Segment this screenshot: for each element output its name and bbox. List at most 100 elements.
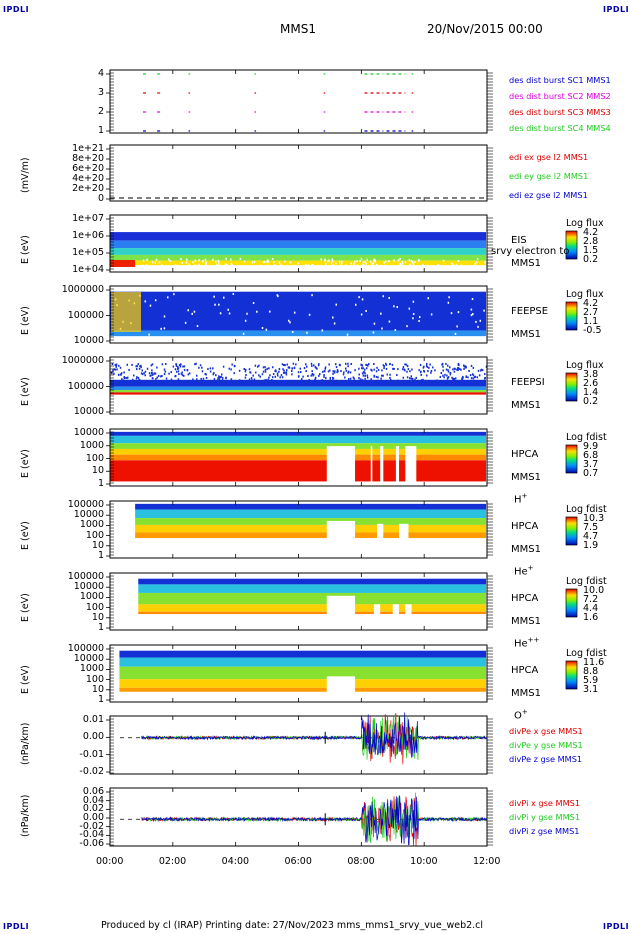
feepsi-speckle [150, 364, 153, 367]
feepsi-speckle [150, 371, 153, 374]
feepsi-speckle [125, 377, 128, 380]
eis-speckle [224, 263, 227, 266]
hpca_h-side-label: HPCA [511, 449, 539, 460]
burst-y-tick-label: 3 [97, 87, 104, 98]
feepsi-speckle [194, 363, 196, 366]
feepsi-speckle [402, 368, 404, 371]
hpca_h-colorbar [565, 444, 578, 474]
hpca_he1-y-tick-label: 10 [91, 539, 104, 551]
feepsi-speckle [255, 371, 257, 374]
eis-speckle [243, 260, 246, 263]
eis-speckle [253, 260, 256, 263]
eis-speckle [311, 264, 313, 267]
feepsi-speckle [139, 379, 141, 382]
feepsi-speckle [370, 378, 372, 381]
hpca_o-y-tick-label: 10 [91, 683, 104, 695]
feepsi-speckle [111, 363, 114, 366]
feepse-speckle [308, 313, 311, 316]
burst-y-tick-label: 2 [97, 106, 104, 117]
feepse-energy-band [110, 330, 486, 337]
eis-speckle [192, 261, 194, 264]
feepsi-speckle [445, 362, 447, 365]
feepsi-speckle [448, 366, 451, 369]
eis-speckle [418, 259, 420, 262]
feepsi-speckle [180, 372, 183, 375]
feepsi-y-tick-label: 100000 [67, 380, 104, 392]
feepsi-speckle [367, 364, 369, 367]
feepsi-speckle [467, 376, 469, 379]
hpca_h-y-tick-label: 10000 [73, 427, 104, 438]
feepsi-speckle [174, 368, 177, 371]
divpi-y-axis-label: (nPa/km) [20, 794, 31, 837]
feepsi-speckle [280, 374, 283, 377]
eis-colorbar-value: 1.5 [583, 245, 599, 256]
eis-speckle [198, 259, 200, 262]
feepsi-speckle [281, 376, 284, 379]
feepsi-speckle [123, 371, 125, 374]
feepse-speckle [483, 309, 485, 312]
eis-speckle [366, 258, 369, 261]
eis-speckle [399, 257, 401, 260]
x-tick-label: 08:00 [347, 856, 375, 867]
hpca_o-colorbar-title: Log fdist [566, 648, 607, 659]
feepsi-speckle [250, 377, 253, 380]
feepsi-speckle [258, 364, 260, 367]
feepsi-speckle [139, 365, 141, 368]
divpe-series-y [141, 712, 488, 760]
eis-speckle [155, 258, 158, 261]
eis-speckle [363, 264, 365, 267]
feepsi-speckle [305, 363, 307, 366]
feepse-speckle [228, 312, 231, 315]
feepsi-speckle [144, 370, 147, 373]
feepsi-speckle [160, 375, 162, 378]
hpca_he2-y-tick-label: 1000 [79, 591, 104, 603]
hpca_h-data-gap [380, 446, 384, 486]
feepsi-speckle [365, 363, 367, 366]
feepsi-speckle [361, 379, 364, 382]
feepsi-speckle [323, 370, 326, 373]
eis-speckle [271, 257, 274, 260]
feepsi-speckle [177, 378, 180, 381]
feepsi-speckle [444, 373, 446, 376]
feepse-speckle [191, 312, 193, 315]
feepsi-side-label: MMS1 [511, 400, 541, 411]
eis-speckle [356, 260, 358, 263]
feepsi-speckle [383, 365, 385, 368]
divpe-legend-entry: divPe x gse MMS1 [509, 726, 583, 736]
hpca_h-colorbar-value: 9.9 [583, 441, 599, 452]
feepsi-speckle [274, 369, 276, 372]
feepsi-speckle [366, 374, 369, 377]
feepsi-speckle [186, 369, 189, 372]
feepsi-speckle [418, 379, 420, 382]
hpca_h-colorbar-value: 6.8 [583, 450, 599, 461]
hpca_h-energy-band [110, 443, 486, 449]
feepsi-speckle [254, 364, 257, 367]
feepsi-speckle [347, 371, 349, 374]
feepsi-speckle [121, 378, 123, 381]
eis-speckle [457, 260, 460, 263]
feepsi-speckle [114, 368, 117, 371]
feepsi-speckle [371, 369, 373, 372]
eis-speckle [185, 258, 188, 261]
feepsi-speckle [465, 365, 467, 368]
divpi-series-z [141, 795, 488, 846]
feepse-speckle [477, 325, 479, 328]
eis-speckle [216, 263, 218, 266]
edi-frame [109, 144, 488, 202]
feepse-speckle [346, 333, 349, 336]
feepse-speckle [269, 310, 271, 313]
burst-legend-entry: des dist burst SC3 MMS3 [509, 107, 611, 117]
eis-y-tick-label: 1e+05 [72, 247, 104, 258]
feepsi-speckle [346, 380, 349, 383]
eis-speckle [263, 260, 266, 263]
hpca_he2-energy-band [138, 604, 486, 612]
eis-speckle [350, 262, 352, 265]
feepsi-y-axis-label: E (eV) [20, 376, 31, 406]
edi-y-tick-label: 1e+21 [72, 143, 104, 154]
eis-speckle [412, 262, 415, 265]
hpca_he1-y-tick-label: 100000 [67, 499, 104, 510]
feepsi-speckle [314, 376, 317, 379]
feepse-speckle [470, 308, 473, 311]
hpca_he2-energy-band [138, 584, 486, 593]
feepsi-speckle [406, 376, 409, 379]
